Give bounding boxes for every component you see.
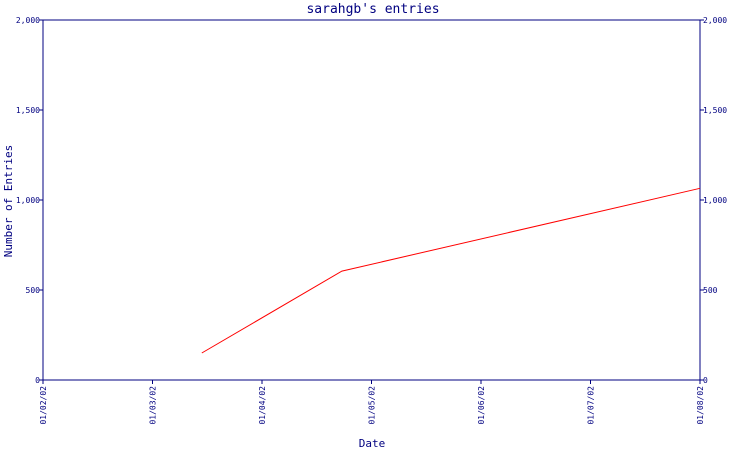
y-tick-label-left: 1,500 (16, 106, 40, 115)
series-line (201, 187, 701, 354)
x-axis: 01/02/02 01/03/02 01/04/02 01/05/02 01/06/02… (39, 380, 705, 425)
x-axis-label: Date (359, 437, 386, 450)
plot-frame (42, 19, 701, 381)
left-y-axis: 0 500 1,000 1,500 2,000 (16, 16, 43, 385)
y-tick-label-left: 1,000 (16, 196, 40, 205)
y-tick-label-right: 500 (703, 286, 718, 295)
y-tick-label-right: 2,000 (703, 16, 727, 25)
y-axis-label: Number of Entries (2, 145, 15, 258)
x-tick-label: 01/08/02 (696, 386, 705, 425)
x-tick-label: 01/07/02 (587, 386, 596, 425)
x-tick-label: 01/02/02 (39, 386, 48, 425)
chart-title: sarahgb's entries (306, 2, 439, 17)
y-tick-label-right: 0 (703, 376, 708, 385)
right-y-axis: 0 500 1,000 1,500 2,000 (700, 16, 727, 385)
x-tick-label: 01/06/02 (477, 386, 486, 425)
y-tick-label-right: 1,500 (703, 106, 727, 115)
x-tick-label: 01/05/02 (368, 386, 377, 425)
y-tick-label-left: 500 (26, 286, 41, 295)
y-tick-label-right: 1,000 (703, 196, 727, 205)
y-tick-label-left: 0 (35, 376, 40, 385)
series-layer (201, 187, 701, 354)
x-tick-label: 01/03/02 (149, 386, 158, 425)
x-tick-label: 01/04/02 (258, 386, 267, 425)
y-tick-label-left: 2,000 (16, 16, 40, 25)
